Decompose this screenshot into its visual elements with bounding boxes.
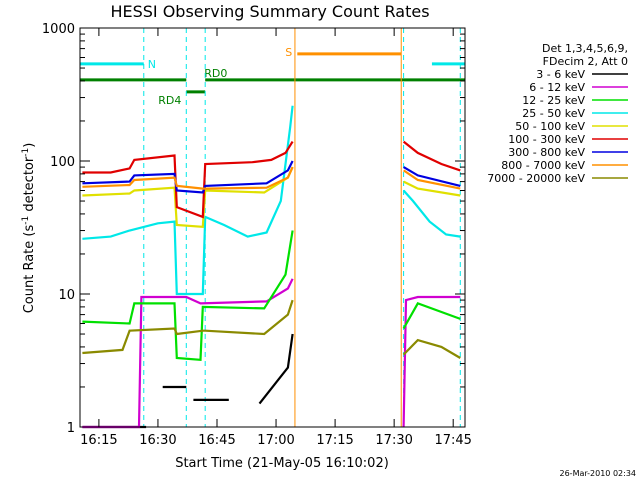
vline-layer [144,28,461,427]
legend-label-3: 25 - 50 keV [522,107,585,120]
series-line-3-0 [82,106,292,294]
legend-header-1: Det 1,3,4,5,6,9, [542,42,628,55]
series-line-8-1 [404,340,461,358]
y-axis-label-sup2: -1 [21,148,31,157]
series-line-1-0 [82,279,292,427]
y-axis-label-mid: detector [22,156,37,216]
series-line-3-1 [404,191,461,237]
y-axis-label-sup: -1 [21,216,31,225]
legend-label-1: 6 - 12 keV [529,81,585,94]
flag-label-n: N [148,58,156,71]
series-line-5-1 [404,142,461,171]
series-line-7-0 [82,167,292,189]
y-tick-label-1: 10 [58,288,75,303]
x-tick-label-4: 17:15 [316,433,353,448]
count-rate-chart: HESSI Observing Summary Count Rates N S RD… [0,0,640,480]
legend-label-7: 800 - 7000 keV [501,159,585,172]
timestamp: 26-Mar-2010 02:34 [560,469,637,478]
x-tick-label-3: 17:00 [257,433,294,448]
chart-title: HESSI Observing Summary Count Rates [110,2,429,21]
legend-label-8: 7000 - 20000 keV [487,172,585,185]
series-line-2-0 [82,231,292,360]
y-tick-label-3: 1000 [42,22,75,37]
series-line-2-1 [404,303,461,328]
legend-label-6: 300 - 800 keV [508,146,585,159]
y-axis-label-end: ) [22,143,37,148]
legend-label-5: 100 - 300 keV [508,133,585,146]
x-tick-label-0: 16:15 [80,433,117,448]
series-line-4-0 [82,167,292,227]
series-line-0-3 [260,334,293,404]
series-line-5-0 [82,142,292,217]
x-tick-label-6: 17:45 [434,433,471,448]
flag-label-rd0: RD0 [204,67,227,80]
legend-header-2: FDecim 2, Att 0 [543,55,628,68]
legend-label-0: 3 - 6 keV [536,68,585,81]
x-tick-label-1: 16:30 [139,433,176,448]
y-tick-label-2: 100 [50,155,75,170]
x-tick-label-2: 16:45 [198,433,235,448]
flag-layer: N S RD0 RD4 [80,46,465,107]
flag-label-s: S [285,46,292,59]
y-axis-label-main: Count Rate (s [22,225,37,314]
x-tick-label-5: 17:30 [375,433,412,448]
x-axis-label: Start Time (21-May-05 16:10:02) [175,456,389,471]
y-axis-label: Count Rate (s-1 detector-1) [21,143,37,314]
legend-label-2: 12 - 25 keV [522,94,585,107]
legend-label-4: 50 - 100 keV [515,120,585,133]
y-tick-label-0: 1 [67,421,75,436]
flag-label-rd4: RD4 [158,94,181,107]
